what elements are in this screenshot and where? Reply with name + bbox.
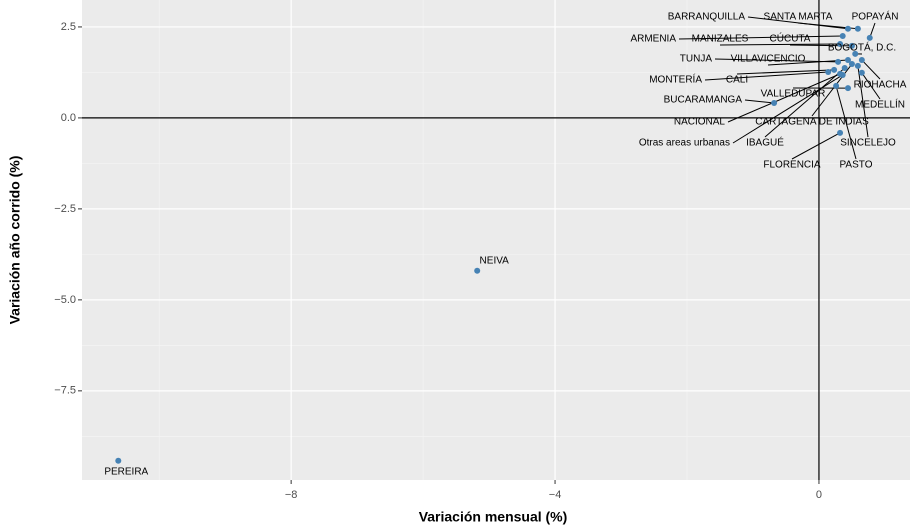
panel [82, 0, 910, 480]
label-segment [857, 65, 869, 138]
point-label: RIOHACHA [854, 80, 907, 91]
y-tick-label: −2.5 [54, 203, 76, 215]
x-tick-label: −8 [285, 489, 298, 501]
point [848, 42, 855, 49]
label-segment [861, 59, 881, 80]
point [858, 69, 865, 76]
point-label: CARTAGENA DE INDIAS [755, 117, 869, 128]
point [841, 65, 848, 72]
x-tick-label: 0 [816, 489, 822, 501]
label-segment [678, 35, 843, 40]
point-label: BARRANQUILLA [668, 12, 746, 23]
point [837, 129, 844, 136]
point [839, 71, 846, 78]
label-segment [747, 16, 849, 30]
point [771, 99, 778, 106]
point [839, 33, 846, 40]
point-label: Otras areas urbanas [639, 138, 730, 149]
x-tick-label: −4 [549, 489, 562, 501]
point-label: VILLAVICENCIO [731, 54, 806, 65]
point-label: NEIVA [480, 255, 510, 266]
point-label: MEDELLÍN [855, 98, 905, 111]
point [852, 50, 859, 57]
point [866, 34, 873, 41]
y-tick-label: −7.5 [54, 385, 76, 397]
point [844, 25, 851, 32]
y-tick-label: 2.5 [61, 21, 76, 33]
point-label: SINCELEJO [840, 138, 896, 149]
label-segment [704, 71, 829, 81]
point-label: IBAGUÉ [746, 136, 784, 149]
label-segment [719, 43, 841, 46]
point [837, 41, 844, 48]
y-axis-title: Variación año corrido (%) [7, 156, 23, 325]
point [474, 267, 481, 274]
point-label: POPAYÁN [852, 10, 899, 23]
point [825, 69, 832, 76]
label-segment [727, 73, 841, 123]
point-label: CALI [726, 75, 748, 86]
label-segment [861, 72, 881, 100]
point [833, 82, 840, 89]
point-label: VALLEDUPAR [761, 89, 826, 100]
point [115, 457, 122, 464]
point [835, 58, 842, 65]
point-label: SANTA MARTA [764, 12, 833, 23]
label-segment [764, 67, 846, 138]
label-segment [736, 69, 835, 75]
x-axis-title: Variación mensual (%) [419, 509, 568, 525]
label-segment [791, 132, 841, 160]
point-label: TUNJA [680, 54, 713, 65]
point [844, 85, 851, 92]
point-label: BUCARAMANGA [664, 95, 743, 106]
label-segment [811, 63, 853, 117]
label-segment [714, 58, 839, 63]
y-tick-label: −5.0 [54, 294, 76, 306]
point [854, 62, 861, 69]
point [831, 66, 838, 73]
point [848, 61, 855, 68]
label-segment [835, 85, 857, 160]
label-segment [732, 74, 843, 144]
point-label: MONTERÍA [649, 73, 702, 86]
point [844, 57, 851, 64]
point-label: MANIZALES [692, 34, 749, 45]
label-segment [767, 59, 849, 66]
point-label: NACIONAL [674, 117, 726, 128]
point-label: FLORENCIA [763, 160, 821, 171]
point [854, 25, 861, 32]
y-tick-label: 0.0 [61, 112, 76, 124]
point-label: ARMENIA [630, 34, 676, 45]
point-label: PASTO [840, 160, 873, 171]
label-segment [744, 99, 775, 104]
point-label: PEREIRA [104, 466, 148, 477]
point-label: CÚCUTA [770, 32, 811, 45]
point-label: BOGOTÁ, D.C. [828, 41, 896, 54]
point [858, 57, 865, 64]
